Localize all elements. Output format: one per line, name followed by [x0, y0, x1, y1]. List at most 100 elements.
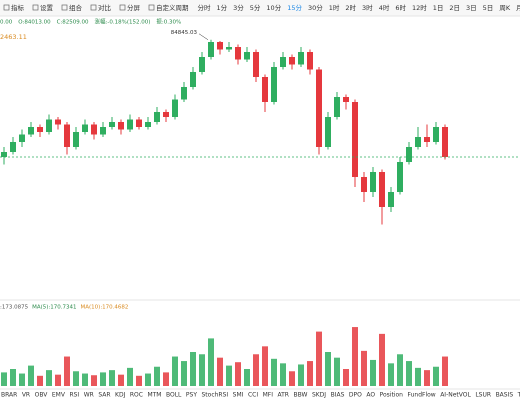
candle-body	[334, 97, 340, 117]
candle-body	[307, 52, 313, 70]
volume-bar	[271, 358, 277, 386]
candle-body	[181, 87, 187, 100]
candle-body	[154, 112, 160, 122]
period-button[interactable]: 月K	[516, 4, 520, 12]
period-button[interactable]: 分时	[198, 3, 212, 12]
volume-bar	[226, 365, 232, 386]
candle-body	[388, 192, 394, 207]
indicator-tab[interactable]: ROC	[130, 392, 143, 399]
indicator-tab[interactable]: StochRSI	[201, 392, 228, 399]
candle-body	[55, 119, 61, 125]
candle-body	[145, 122, 151, 127]
indicator-tab[interactable]: OBV	[35, 392, 49, 399]
ohlc-info: C:82509.00	[57, 20, 89, 26]
period-button[interactable]: 3时	[362, 3, 373, 12]
period-button[interactable]: 周K	[499, 4, 511, 12]
volume-info: :173.0875	[0, 305, 29, 311]
period-button[interactable]: 4时	[379, 3, 390, 12]
tool-button[interactable]: 自定义周期	[156, 3, 189, 12]
indicator-tab[interactable]: TVolume	[517, 392, 520, 399]
volume-bar	[334, 357, 340, 386]
indicator-tab[interactable]: VR	[22, 392, 30, 399]
toolbar-bg	[0, 0, 520, 16]
indicator-tab[interactable]: MTM	[147, 392, 161, 399]
volume-bar	[370, 359, 376, 386]
volume-info: MA(5):170.7341	[32, 305, 76, 311]
indicator-tab[interactable]: BBW	[293, 392, 307, 399]
period-button[interactable]: 2日	[449, 4, 460, 12]
indicator-tab[interactable]: DPO	[349, 392, 362, 399]
volume-bar	[127, 367, 133, 386]
indicator-tab[interactable]: RSI	[69, 392, 79, 399]
volume-bar	[100, 372, 106, 386]
candle-body	[424, 137, 430, 142]
tool-icon	[32, 4, 39, 11]
indicator-tab[interactable]: BIAS	[331, 392, 345, 399]
period-button[interactable]: 6时	[395, 3, 406, 12]
candle-body	[28, 127, 34, 135]
volume-bar	[397, 354, 403, 386]
period-button[interactable]: 1分	[217, 3, 228, 12]
indicator-tab[interactable]: WR	[84, 392, 94, 399]
volume-bar	[217, 357, 223, 386]
indicator-tab[interactable]: ATR	[278, 392, 289, 399]
indicator-tab[interactable]: SMI	[233, 392, 244, 399]
candle-body	[415, 137, 421, 147]
indicator-tab[interactable]: AO	[366, 392, 375, 399]
period-button[interactable]: 3分	[233, 3, 244, 12]
period-button[interactable]: 30分	[308, 3, 323, 12]
candle-body	[442, 127, 448, 157]
candle-body	[46, 119, 52, 132]
candle-body	[298, 52, 304, 65]
indicator-tab[interactable]: LSUR	[475, 392, 491, 399]
ohlc-info: 0.00	[0, 20, 13, 26]
period-button[interactable]: 3日	[466, 4, 477, 12]
candle-body	[316, 69, 322, 147]
volume-bar	[361, 350, 367, 386]
period-button[interactable]: 10分	[266, 3, 281, 12]
candle-body	[397, 162, 403, 192]
period-button[interactable]: 1时	[329, 3, 340, 12]
tool-button[interactable]: 组合	[69, 3, 83, 12]
indicator-tab[interactable]: MFI	[263, 392, 274, 399]
tool-button[interactable]: 对比	[98, 3, 112, 12]
period-button[interactable]: 12时	[412, 3, 427, 12]
indicator-tab[interactable]: KDJ	[115, 392, 126, 399]
indicator-tab[interactable]: FundFlow	[407, 392, 435, 399]
candle-body	[262, 77, 268, 102]
indicator-tab[interactable]: PSY	[186, 392, 197, 399]
period-button[interactable]: 5日	[483, 4, 494, 12]
indicator-tab[interactable]: BOLL	[166, 392, 182, 399]
tool-button[interactable]: 设置	[40, 3, 54, 12]
indicator-tab[interactable]: SKDJ	[312, 392, 326, 399]
period-button[interactable]: 5分	[250, 3, 261, 12]
indicator-tab[interactable]: EMV	[52, 392, 66, 399]
indicator-tab[interactable]: Position	[380, 392, 404, 399]
indicator-tab[interactable]: BRAR	[1, 392, 17, 399]
volume-bar	[64, 356, 70, 386]
tool-button[interactable]: 分屏	[127, 3, 141, 12]
volume-bar	[406, 361, 412, 386]
tool-icon	[148, 4, 155, 11]
candle-body	[253, 52, 259, 77]
volume-bar	[244, 369, 250, 386]
period-button[interactable]: 15分	[287, 3, 302, 12]
volume-bar	[172, 356, 178, 386]
volume-bar	[253, 354, 259, 386]
candle-body	[280, 57, 286, 67]
volume-bar	[298, 364, 304, 386]
volume-bar	[118, 374, 124, 386]
volume-bar	[289, 371, 295, 386]
indicator-tab[interactable]: CCI	[248, 392, 258, 399]
period-button[interactable]: 2时	[345, 3, 356, 12]
indicator-tab[interactable]: AI-NetVOL	[440, 392, 471, 399]
candle-body	[136, 119, 142, 127]
period-button[interactable]: 1日	[433, 4, 444, 12]
tool-button[interactable]: 指标	[11, 3, 25, 12]
volume-bar	[154, 366, 160, 386]
indicator-tab[interactable]: BASIS	[496, 392, 514, 399]
indicator-tab[interactable]: SAR	[98, 392, 110, 399]
candle-body	[370, 172, 376, 192]
candle-body	[433, 127, 439, 142]
